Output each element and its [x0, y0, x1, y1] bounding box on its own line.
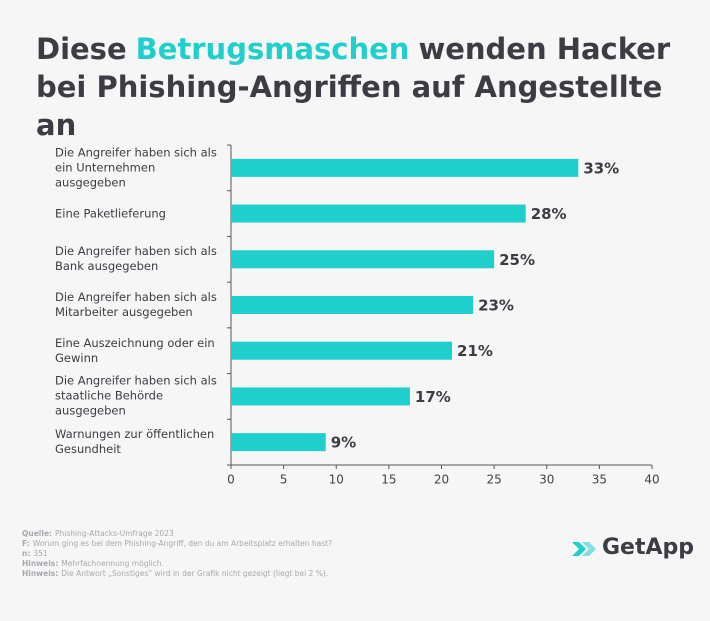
x-tick-label: 40 [644, 473, 659, 487]
category-label: Die Angreifer haben sich als ein Unterne… [55, 145, 217, 190]
bar [231, 250, 495, 269]
bar [231, 158, 579, 177]
x-tick-label: 30 [539, 473, 554, 487]
x-tick-label: 5 [280, 473, 288, 487]
title-part: wenden Hacker bei Phishing-Angriffen auf… [36, 32, 671, 142]
x-tick-label: 10 [329, 473, 344, 487]
note-text: Worum ging es bei dem Phishing-Angriff, … [32, 539, 333, 548]
x-tick-label: 20 [434, 473, 449, 487]
note: Quelle: Phishing-Attacks-Umfrage 2023 [22, 529, 332, 539]
value-label: 28% [531, 205, 567, 223]
category-label: Warnungen zur öffentlichen Gesundheit [55, 427, 215, 457]
note-text: Mehrfachnennung möglich. [61, 559, 164, 568]
value-label: 17% [415, 388, 451, 406]
note-label: n: [22, 549, 31, 558]
note: F: Worum ging es bei dem Phishing-Angriff… [22, 539, 332, 549]
x-tick-label: 0 [227, 473, 235, 487]
note-label: F: [22, 539, 30, 548]
note-label: Hinweis: [22, 569, 59, 578]
logo-icon [572, 542, 596, 556]
x-tick-label: 15 [381, 473, 396, 487]
category-label: Die Angreifer haben sich als Bank ausgeg… [55, 244, 217, 274]
bar [231, 204, 526, 223]
note-text: 351 [33, 549, 48, 558]
category-label: Eine Paketlieferung [55, 206, 166, 221]
notes: Quelle: Phishing-Attacks-Umfrage 2023 F: Wo… [22, 529, 332, 579]
value-label: 21% [457, 342, 493, 360]
x-tick-label: 25 [486, 473, 501, 487]
note: n: 351 [22, 549, 332, 559]
x-tick-label: 35 [592, 473, 607, 487]
note: Hinweis: Mehrfachnennung möglich. [22, 559, 332, 569]
bar [231, 296, 474, 314]
bar [231, 341, 453, 360]
category-label: Eine Auszeichnung oder ein Gewinn [55, 335, 215, 365]
note-label: Quelle: [22, 529, 53, 538]
bar [231, 387, 410, 406]
note-label: Hinweis: [22, 559, 59, 568]
value-label: 33% [583, 159, 619, 177]
note: Hinweis: Die Antwort „Sonstiges“ wird in … [22, 569, 332, 579]
note-text: Phishing-Attacks-Umfrage 2023 [55, 529, 174, 538]
chart-title: Diese Betrugsmaschen wenden Hacker bei Phi… [36, 30, 686, 144]
note-text: Die Antwort „Sonstiges“ wird in der Graf… [61, 569, 329, 578]
logo-text: GetApp [602, 535, 695, 560]
title-part: Betrugsmaschen [135, 32, 410, 66]
value-label: 23% [478, 297, 514, 315]
bar [231, 433, 326, 452]
title-part: Diese [36, 32, 127, 66]
category-label: Die Angreifer haben sich als Mitarbeiter… [55, 290, 217, 319]
category-label: Die Angreifer haben sich als staatliche … [55, 373, 217, 418]
value-label: 9% [331, 434, 356, 452]
value-label: 25% [499, 251, 535, 269]
